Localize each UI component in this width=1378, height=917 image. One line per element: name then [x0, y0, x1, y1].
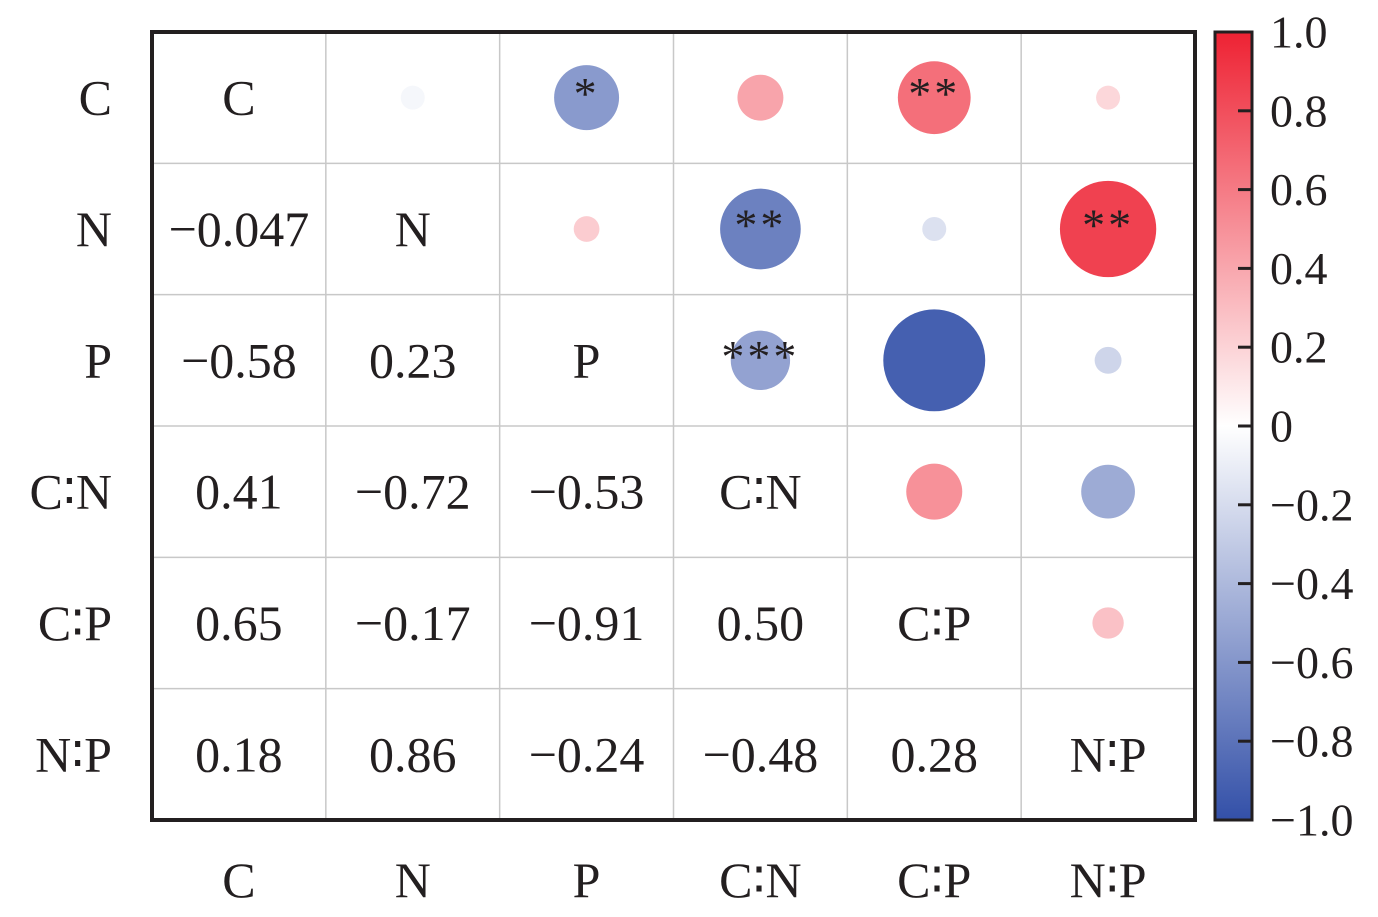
colorbar-tick-label: 0.4 [1270, 243, 1328, 294]
y-tick-label: C [79, 70, 112, 126]
correlation-circle [554, 65, 620, 131]
y-tick-label: P [84, 332, 112, 388]
correlation-value-label: −0.53 [529, 464, 645, 520]
correlation-circle [922, 217, 947, 241]
correlation-circle [737, 74, 784, 121]
colorbar-tick-label: 1.0 [1270, 7, 1328, 58]
y-tick-label: C∶N [30, 464, 112, 520]
x-tick-label: C∶P [897, 852, 971, 908]
correlation-circle [400, 85, 425, 110]
y-tick-label: C∶P [38, 595, 112, 651]
x-tick-label: N [395, 852, 431, 908]
correlation-value-label: 0.86 [369, 726, 457, 782]
significance-marker: ** [908, 68, 960, 119]
colorbar-tick-label: −0.4 [1270, 558, 1353, 609]
axis-labels: C C N N P P C∶N C∶N C∶P C∶P N∶P N∶P [30, 70, 1147, 908]
correlation-value-label: 0.18 [195, 726, 283, 782]
correlation-circle [720, 188, 801, 270]
correlation-value-label: 0.23 [369, 332, 457, 388]
colorbar: 1.0 0.8 0.6 0.4 0.2 0 −0.2 −0.4 −0.6 −0.8 −1.0 [1213, 7, 1353, 846]
cells: C * **−0.047 N ** **−0.58 0.23 P ***0.41 −0.72 −0.… [169, 61, 1157, 782]
y-tick-label: N∶P [35, 726, 112, 782]
diagonal-label: N∶P [1070, 726, 1147, 782]
colorbar-tick-label: −0.2 [1270, 479, 1353, 530]
correlation-circle [1094, 346, 1122, 374]
x-tick-label: C∶N [719, 852, 801, 908]
correlation-value-label: 0.28 [891, 726, 979, 782]
correlation-value-label: 0.65 [195, 595, 283, 651]
significance-marker: * [574, 68, 600, 119]
correlation-circle [1059, 180, 1157, 278]
colorbar-tick-label: −0.8 [1270, 716, 1353, 767]
correlation-circle [883, 309, 986, 412]
colorbar-tick-label: 0 [1270, 401, 1293, 452]
grid-lines [152, 32, 1195, 820]
diagonal-label: N [395, 201, 431, 257]
significance-marker: ** [1082, 200, 1134, 251]
correlation-circle [1081, 464, 1135, 519]
diagonal-label: P [573, 332, 601, 388]
correlation-value-label: 0.41 [195, 464, 283, 520]
correlation-value-label: −0.58 [181, 332, 297, 388]
diagonal-label: C∶N [719, 464, 801, 520]
correlation-circle [1096, 85, 1121, 110]
colorbar-tick-label: −1.0 [1270, 795, 1353, 846]
x-tick-label: C [222, 852, 255, 908]
correlation-value-label: 0.50 [717, 595, 805, 651]
colorbar-tick-label: 0.6 [1270, 164, 1328, 215]
correlation-value-label: −0.24 [529, 726, 645, 782]
correlation-value-label: −0.17 [355, 595, 471, 651]
colorbar-tick-label: 0.2 [1270, 322, 1328, 373]
x-tick-label: P [573, 852, 601, 908]
correlation-circle [1092, 607, 1124, 639]
colorbar-tick-label: 0.8 [1270, 85, 1328, 136]
correlation-value-label: −0.047 [169, 201, 310, 257]
correlation-circle [906, 463, 963, 520]
correlation-value-label: −0.48 [703, 726, 819, 782]
x-tick-label: N∶P [1070, 852, 1147, 908]
plot-frame [150, 30, 1197, 822]
correlation-value-label: −0.91 [529, 595, 645, 651]
significance-marker: *** [721, 331, 799, 382]
diagonal-label: C [222, 70, 255, 126]
correlation-circle [897, 61, 971, 135]
diagonal-label: C∶P [897, 595, 971, 651]
correlation-circle [730, 330, 791, 391]
y-tick-label: N [76, 201, 112, 257]
correlation-value-label: −0.72 [355, 464, 471, 520]
significance-marker: ** [734, 200, 786, 251]
colorbar-tick-label: −0.6 [1270, 637, 1353, 688]
correlation-circle [573, 216, 600, 242]
